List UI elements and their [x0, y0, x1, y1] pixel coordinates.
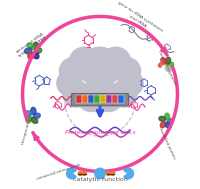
Circle shape: [95, 83, 123, 112]
Circle shape: [80, 47, 120, 88]
Ellipse shape: [161, 58, 167, 64]
Circle shape: [107, 172, 110, 175]
Circle shape: [59, 58, 86, 84]
Text: aminoacyl-tRNA
synthetase/tRNA: aminoacyl-tRNA synthetase/tRNA: [15, 31, 48, 58]
Ellipse shape: [34, 48, 42, 54]
Text: catalytic function: catalytic function: [73, 177, 127, 182]
Bar: [100, 95, 106, 103]
FancyBboxPatch shape: [71, 93, 129, 106]
Ellipse shape: [31, 107, 36, 115]
Text: modified protein: modified protein: [158, 127, 176, 160]
Ellipse shape: [31, 117, 38, 123]
Ellipse shape: [165, 122, 171, 128]
Ellipse shape: [28, 52, 33, 59]
Wedge shape: [67, 168, 76, 179]
Ellipse shape: [165, 66, 171, 72]
Circle shape: [69, 47, 99, 77]
Ellipse shape: [159, 116, 166, 121]
Wedge shape: [124, 168, 133, 179]
Text: therapeutic protein: therapeutic protein: [21, 106, 35, 145]
Ellipse shape: [165, 113, 170, 120]
Ellipse shape: [27, 43, 34, 49]
Circle shape: [77, 83, 105, 112]
Ellipse shape: [24, 48, 32, 54]
Circle shape: [63, 81, 89, 107]
Text: gene for tRNA synthetase
and tRNA: gene for tRNA synthetase and tRNA: [114, 1, 163, 37]
Circle shape: [114, 58, 141, 84]
Circle shape: [111, 172, 115, 175]
Circle shape: [57, 71, 82, 96]
Circle shape: [101, 47, 131, 77]
Circle shape: [111, 81, 137, 107]
Ellipse shape: [161, 66, 166, 72]
Bar: [112, 95, 118, 103]
Circle shape: [78, 172, 82, 175]
Ellipse shape: [158, 62, 165, 67]
Text: fluorescent protein: fluorescent protein: [157, 49, 177, 86]
Ellipse shape: [33, 113, 40, 119]
Bar: [94, 95, 100, 103]
Circle shape: [95, 168, 105, 179]
Ellipse shape: [167, 62, 174, 67]
Circle shape: [82, 172, 86, 175]
Text: Protein containing U.A.s: Protein containing U.A.s: [65, 130, 135, 135]
Bar: [82, 95, 88, 103]
Ellipse shape: [33, 42, 38, 50]
Ellipse shape: [167, 119, 174, 124]
Ellipse shape: [160, 121, 166, 128]
Ellipse shape: [166, 57, 171, 64]
Bar: [106, 95, 112, 103]
Ellipse shape: [32, 52, 39, 59]
Ellipse shape: [26, 116, 32, 123]
Circle shape: [118, 71, 143, 96]
Bar: [76, 95, 82, 103]
Bar: [118, 95, 124, 103]
Ellipse shape: [25, 111, 32, 116]
Text: unnatural amino acids: unnatural amino acids: [36, 163, 81, 181]
Bar: [88, 95, 94, 103]
